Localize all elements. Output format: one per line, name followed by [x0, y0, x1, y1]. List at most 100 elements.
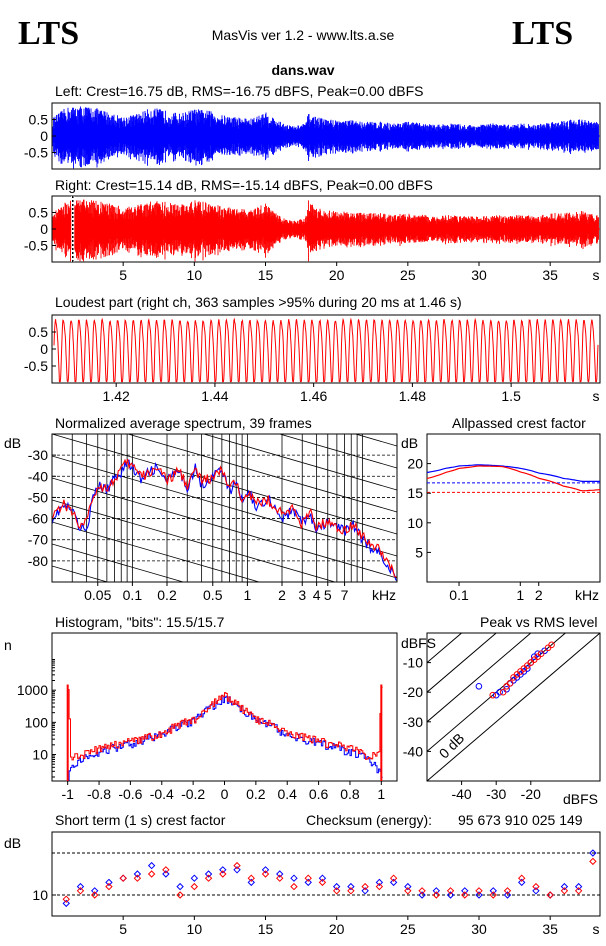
spectrum-xtick-label: 0.1	[123, 587, 143, 603]
checksum-label: Checksum (energy):	[306, 812, 432, 828]
short-term-point-blue	[318, 874, 327, 882]
right-waveform-xtick-label: 10	[187, 267, 203, 283]
short-term-point-red	[233, 861, 241, 870]
crest-line	[427, 633, 600, 781]
spectrum-grid	[52, 434, 397, 688]
spectrum-xtick-label: 2	[278, 587, 286, 603]
right-waveform-xunit-label: s	[593, 267, 600, 283]
short-term-point-blue	[261, 866, 270, 874]
crest-line	[427, 633, 532, 723]
right-waveform-xtick-label: 5	[119, 267, 127, 283]
spectrum-ytick-label: -80	[28, 553, 48, 569]
spectrum-slope-line	[52, 588, 397, 688]
left-waveform-title: Left: Crest=16.75 dB, RMS=-16.75 dBFS, P…	[55, 83, 423, 99]
histogram-ytick-label: 10	[32, 747, 48, 763]
peak-rms-xlabel: dBFS	[563, 791, 598, 807]
plot-layer: 0.50-0.50.50-0.55 10 15 20 25 30 35 s0.50-0.51.…	[17, 102, 601, 937]
spectrum-xunit-label: kHz	[372, 587, 396, 603]
histogram-title: Histogram, "bits": 15.5/15.7	[55, 614, 225, 630]
spectrum-frame	[51, 433, 398, 583]
spectrum-slope-line	[52, 499, 337, 582]
short-term-point-blue	[147, 861, 156, 870]
short-term-point-red	[105, 882, 113, 891]
short-term-point-red	[290, 882, 298, 891]
crest-ytick-label: 20	[407, 456, 423, 472]
spectrum-xtick-label: 4	[313, 587, 321, 603]
short-term-point-red	[461, 891, 469, 899]
loudest-part-ytick-label: -0.5	[24, 358, 48, 374]
short-term-point-blue	[219, 866, 227, 874]
short-term-point-blue	[76, 882, 85, 891]
peak-rms-title: Peak vs RMS level	[480, 614, 597, 630]
peak-rms-xtick-label: -30	[486, 786, 506, 802]
loudest-part-xtick-label: 1.46	[300, 388, 327, 404]
short-term-point-blue	[375, 878, 384, 887]
spectrum-title: Normalized average spectrum, 39 frames	[55, 415, 312, 431]
spectrum-ytick-label: -30	[28, 447, 48, 463]
short-term-point-blue	[190, 874, 199, 882]
short-term-point-red	[133, 874, 142, 882]
short-term-point-blue	[332, 882, 341, 891]
peak-rms-ylabel: dBFS	[401, 635, 436, 651]
short-term-point-red	[147, 870, 156, 878]
short-term-point-red	[261, 870, 270, 878]
short-term-point-blue	[162, 870, 170, 878]
short-term-point-red	[503, 887, 512, 895]
short-term-point-blue	[133, 870, 142, 878]
file-name: dans.wav	[271, 62, 334, 78]
short-term-xtick-label: 25	[400, 921, 416, 937]
loudest-part-ytick-label: 0	[40, 341, 48, 357]
crest-line	[427, 633, 497, 693]
short-term-point-blue	[119, 874, 127, 882]
loudest-part-xtick-label: 1.48	[399, 388, 426, 404]
spectrum-slope-line	[202, 434, 397, 491]
short-term-point-blue	[518, 878, 526, 887]
short-term-xtick-label: 35	[542, 921, 558, 937]
loudest-part-title: Loudest part (right ch, 363 samples >95%…	[55, 294, 462, 310]
right-waveform-xtick-label: 25	[400, 267, 416, 283]
spectrum-slope-line	[52, 434, 397, 535]
short-term-point-red	[361, 882, 369, 891]
spectrum-slope-line	[52, 543, 185, 582]
spectrum-xtick-label: 0.2	[157, 587, 177, 603]
loudest-part-ytick-label: 0.5	[29, 324, 49, 340]
short-term-point-red	[62, 895, 70, 903]
peak-rms-point-blue	[496, 688, 503, 696]
left-waveform-ytick-label: 0	[40, 128, 48, 144]
short-term-point-red	[176, 891, 184, 899]
short-term-point-red	[589, 857, 597, 866]
short-term-xtick-label: 5	[119, 921, 127, 937]
short-term-point-blue	[90, 887, 99, 895]
spectrum-ytick-label: -70	[28, 532, 48, 548]
crest-ytick-label: 10	[407, 515, 423, 531]
loudest-part-trace	[53, 317, 599, 383]
short-term-point-red	[489, 891, 497, 899]
peak-rms-point-red	[499, 688, 507, 696]
logo-left: LTS	[18, 15, 79, 52]
short-term-point-blue	[574, 882, 583, 891]
peak-rms-ytick-label: -40	[403, 743, 423, 759]
short-term-point-blue	[204, 870, 213, 878]
short-term-point-red	[318, 878, 327, 887]
crest-xunit-label: kHz	[575, 587, 599, 603]
spectrum-xtick-label: 0.5	[203, 587, 223, 603]
short-term-point-red	[546, 891, 554, 899]
histogram-ytick-label: 1000	[17, 682, 48, 698]
histogram-xtick-label: 0.6	[309, 786, 329, 802]
short-term-point-blue	[489, 887, 497, 895]
spectrum-xtick-label: 5	[324, 587, 332, 603]
short-term-xtick-label: 15	[258, 921, 274, 937]
right-waveform-ytick-label: -0.5	[24, 238, 48, 254]
crest-series-red	[426, 465, 601, 492]
spectrum-xtick-label: 1	[243, 587, 251, 603]
short-term-point-red	[162, 866, 170, 874]
short-term-point-red	[347, 887, 355, 895]
spectrum-series-red	[52, 458, 397, 578]
short-term-point-red	[532, 882, 540, 891]
spectrum-xtick-label: 0.05	[84, 587, 111, 603]
short-term-point-red	[404, 887, 412, 895]
peak-rms-point-red	[489, 691, 497, 699]
left-waveform-trace	[52, 106, 599, 169]
short-term-point-red	[389, 874, 398, 882]
